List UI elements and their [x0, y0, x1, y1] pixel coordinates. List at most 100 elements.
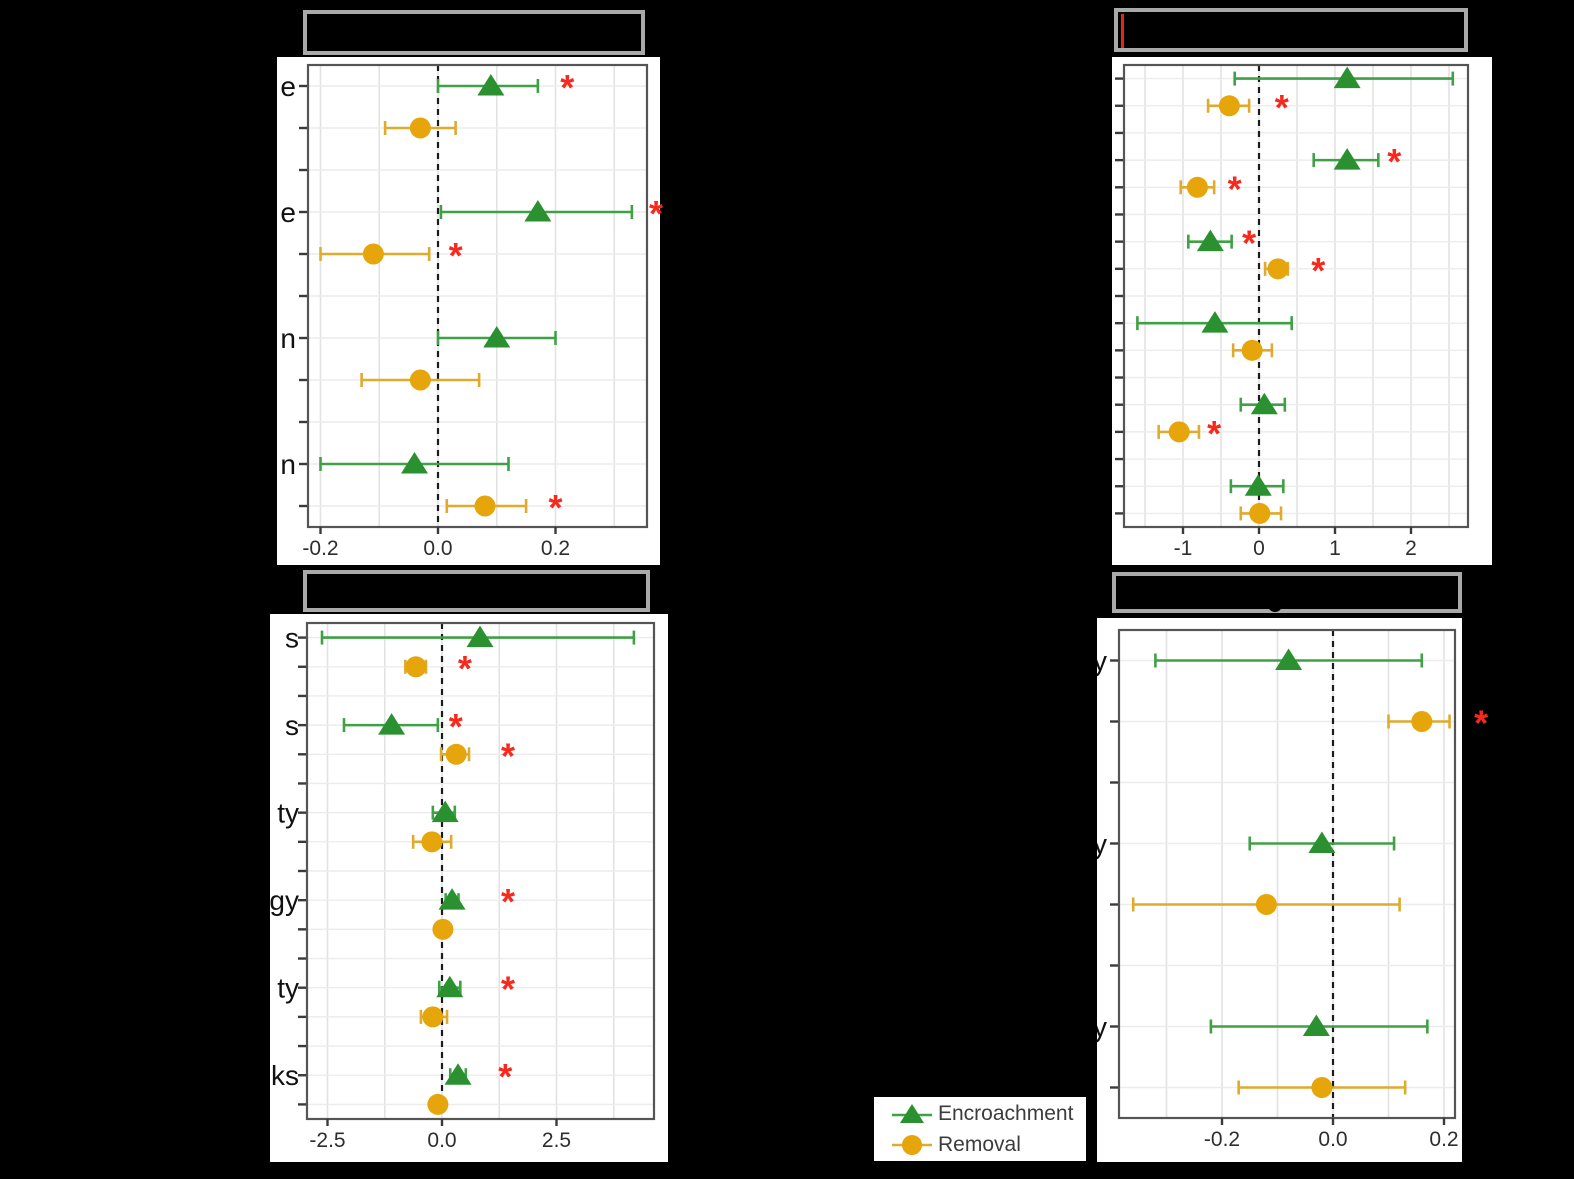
x-tick-label: 1 — [1329, 537, 1341, 560]
forest-plot-bottom-right: -0.2 0.0 0.2 y * y y — [1097, 618, 1497, 1162]
panel-border — [1117, 628, 1457, 1120]
x-tick-label: 0.2 — [1429, 1128, 1458, 1151]
panel-border — [1122, 63, 1470, 529]
removal-marker — [1218, 95, 1240, 117]
encroachment-marker — [1201, 311, 1229, 333]
removal-marker — [1241, 339, 1263, 361]
x-tick-label: -0.2 — [302, 537, 338, 560]
encroachment-marker — [1308, 831, 1336, 853]
removal-marker — [362, 243, 384, 265]
chart-canvas-top-right: -1 0 1 2****** — [1112, 57, 1492, 565]
significance-star: * — [501, 969, 515, 1010]
panel-title-box-top-left — [303, 10, 645, 55]
y-axis-label-fragment: y — [1097, 829, 1107, 860]
figure-background — [277, 57, 660, 565]
significance-star: * — [1207, 413, 1221, 454]
legend-item-encroachment: Encroachment — [886, 1099, 1086, 1128]
encroachment-marker — [466, 625, 494, 648]
significance-star: * — [1228, 168, 1242, 209]
removal-marker — [1311, 1077, 1333, 1098]
panel-title-box-top-right — [1114, 8, 1468, 52]
encroachment-marker — [1302, 1014, 1330, 1036]
encroachment-marker — [524, 200, 552, 222]
significance-star: * — [1474, 703, 1488, 744]
y-axis-label-fragment: gy — [270, 885, 299, 916]
removal-marker — [1249, 502, 1271, 524]
x-tick-label: -0.2 — [1204, 1128, 1240, 1151]
x-tick-label: 0.2 — [541, 537, 570, 560]
encroachment-marker — [1275, 648, 1303, 670]
y-axis-label-fragment: e — [280, 71, 296, 102]
encroachment-marker — [483, 326, 511, 348]
x-tick-label: 0.0 — [427, 1129, 456, 1152]
y-axis-label-fragment: n — [280, 323, 296, 354]
encroachment-marker — [444, 1063, 472, 1085]
y-axis-label-fragment: ty — [277, 973, 299, 1004]
y-axis-label-fragment: ks — [271, 1060, 299, 1091]
panel-title-box-bottom-right — [1112, 572, 1462, 613]
chart-canvas-top-left: -0.2 0.0 0.2 * e * e * n n * — [277, 57, 663, 565]
removal-marker — [1267, 258, 1289, 280]
panel-title-box-bottom-left — [303, 570, 650, 612]
x-tick-label: 0.0 — [423, 537, 452, 560]
chart-canvas-bottom-left: -2.5 0.0 2.5 s * * s * ty * gy * ty * ks — [270, 614, 668, 1162]
encroachment-marker — [1196, 229, 1224, 252]
y-axis-label-fragment: ty — [277, 798, 299, 829]
removal-marker — [474, 495, 496, 517]
x-tick-label: 2.5 — [542, 1129, 571, 1152]
encroachment-marker — [378, 713, 406, 735]
x-tick-label: 0 — [1253, 537, 1265, 560]
significance-star: * — [1242, 223, 1256, 264]
significance-star: * — [501, 735, 515, 776]
encroachment-marker — [1250, 392, 1278, 415]
encroachment-marker — [438, 888, 466, 910]
x-tick-label: 0.0 — [1318, 1128, 1347, 1151]
significance-star: * — [1387, 141, 1401, 182]
removal-marker — [409, 117, 431, 139]
encroachment-marker — [431, 800, 459, 823]
significance-star: * — [498, 1056, 512, 1097]
forest-plot-bottom-left: -2.5 0.0 2.5 s * * s * ty * gy * ty * ks — [270, 614, 690, 1162]
y-axis-label-fragment: e — [280, 197, 296, 228]
significance-star: * — [449, 235, 463, 276]
panel-border — [305, 621, 656, 1121]
significance-star: * — [458, 648, 472, 689]
removal-marker — [1186, 176, 1208, 198]
y-axis-label-fragment: n — [280, 449, 296, 480]
removal-marker — [422, 1006, 444, 1028]
removal-marker — [1168, 421, 1190, 443]
removal-marker — [409, 369, 431, 391]
legend-label-removal: Removal — [938, 1132, 1021, 1156]
y-axis-label-fragment: y — [1097, 646, 1107, 677]
removal-marker — [427, 1093, 449, 1115]
removal-marker — [1411, 711, 1433, 732]
encroachment-marker — [477, 74, 505, 96]
encroachment-marker — [1244, 474, 1272, 496]
removal-marker — [445, 743, 467, 765]
removal-marker — [405, 656, 427, 678]
removal-marker — [421, 831, 443, 853]
encroachment-marker — [1333, 66, 1361, 89]
legend: Encroachment Removal — [874, 1097, 1086, 1161]
y-axis-label-fragment: s — [285, 710, 299, 741]
circle-icon — [892, 1134, 932, 1155]
y-axis-label-fragment: s — [285, 623, 299, 654]
forest-plot-top-right: -1 0 1 2 * * * * * * — [1112, 57, 1512, 565]
x-tick-label: -1 — [1174, 537, 1193, 560]
red-mark-artifact — [1121, 14, 1124, 48]
encroachment-marker — [1333, 148, 1361, 170]
significance-star: * — [1311, 250, 1325, 291]
significance-star: * — [449, 706, 463, 747]
figure-background — [270, 614, 668, 1162]
legend-item-removal: Removal — [886, 1130, 1086, 1159]
legend-label-encroachment: Encroachment — [938, 1101, 1074, 1125]
removal-marker — [432, 918, 454, 940]
figure-background — [1112, 57, 1492, 565]
title-descender-artifact — [1268, 603, 1282, 612]
forest-plot-top-left: -0.2 0.0 0.2 * e * e * n n * — [277, 57, 697, 565]
significance-star: * — [649, 193, 663, 234]
chart-canvas-bottom-right: -0.2 0.0 0.2 y * y y — [1097, 618, 1488, 1162]
significance-star: * — [560, 67, 574, 108]
panel-border — [306, 63, 649, 529]
